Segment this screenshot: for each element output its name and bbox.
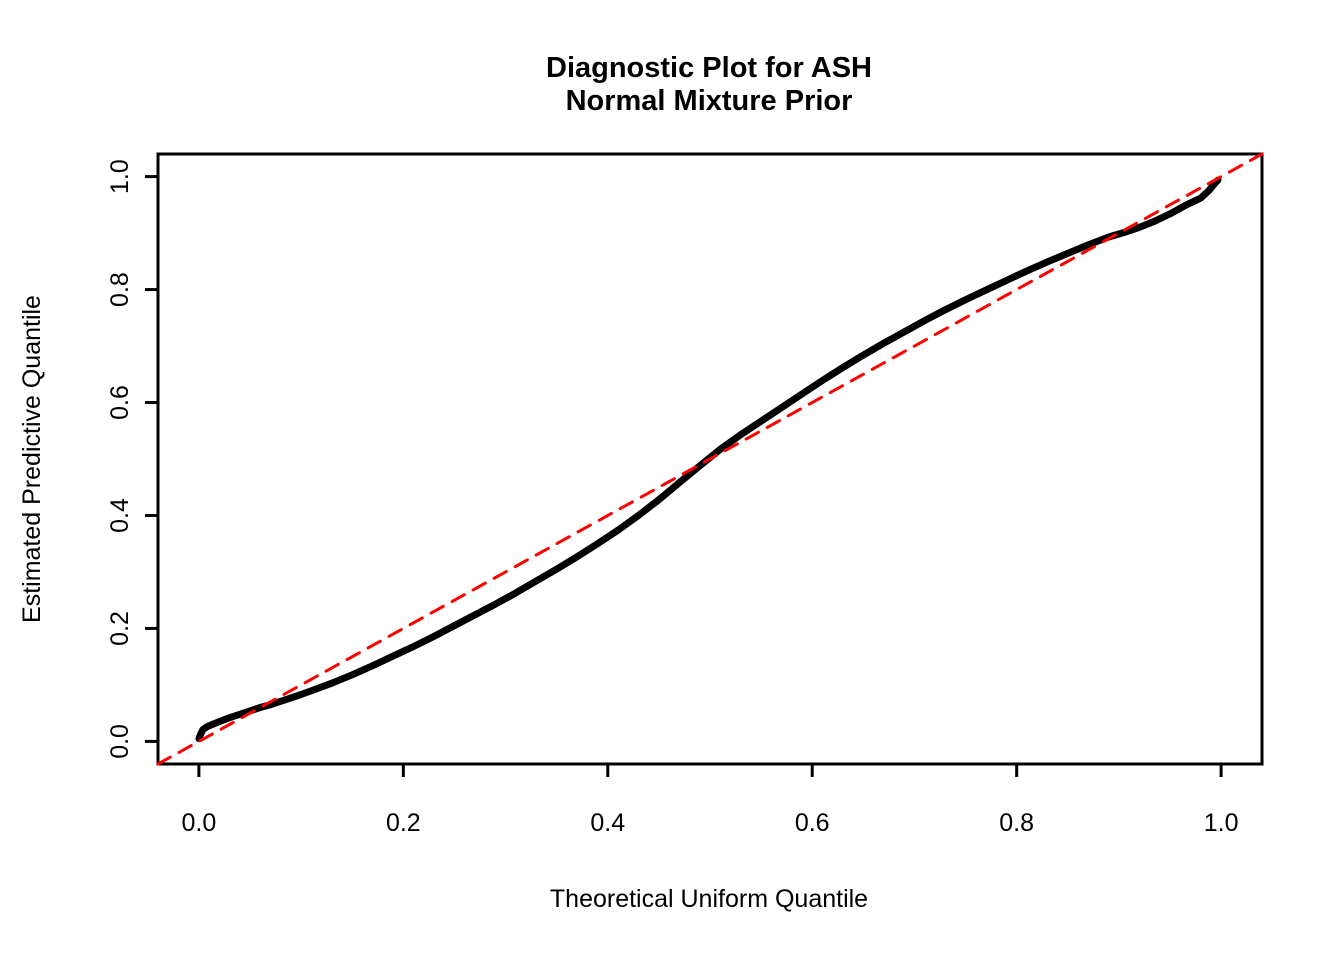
x-tick-label: 0.8 [999, 809, 1034, 837]
y-tick-label: 0.0 [106, 724, 134, 759]
y-axis-ticks: 0.0 0.2 0.4 0.6 0.8 1.0 [106, 159, 158, 759]
y-tick-label: 0.2 [106, 611, 134, 646]
y-tick-label: 0.8 [106, 272, 134, 307]
plot-title-line2: Normal Mixture Prior [566, 85, 853, 117]
x-axis-label: Theoretical Uniform Quantile [550, 885, 868, 913]
x-tick-label: 0.6 [795, 809, 830, 837]
x-tick-label: 0.2 [386, 809, 421, 837]
observed-quantile-curve [195, 176, 1222, 743]
plot-title-line1: Diagnostic Plot for ASH [546, 52, 872, 84]
y-axis-label: Estimated Predictive Quantile [18, 295, 46, 623]
x-tick-label: 1.0 [1204, 809, 1239, 837]
series-layer [156, 152, 1264, 766]
y-tick-label: 0.4 [106, 498, 134, 533]
y-tick-label: 0.6 [106, 385, 134, 420]
x-axis-ticks: 0.0 0.2 0.4 0.6 0.8 1.0 [182, 764, 1239, 837]
x-tick-label: 0.4 [590, 809, 625, 837]
x-tick-label: 0.0 [182, 809, 217, 837]
plot-box [156, 152, 1264, 766]
reference-diagonal-line [156, 152, 1264, 766]
y-tick-label: 1.0 [106, 159, 134, 194]
